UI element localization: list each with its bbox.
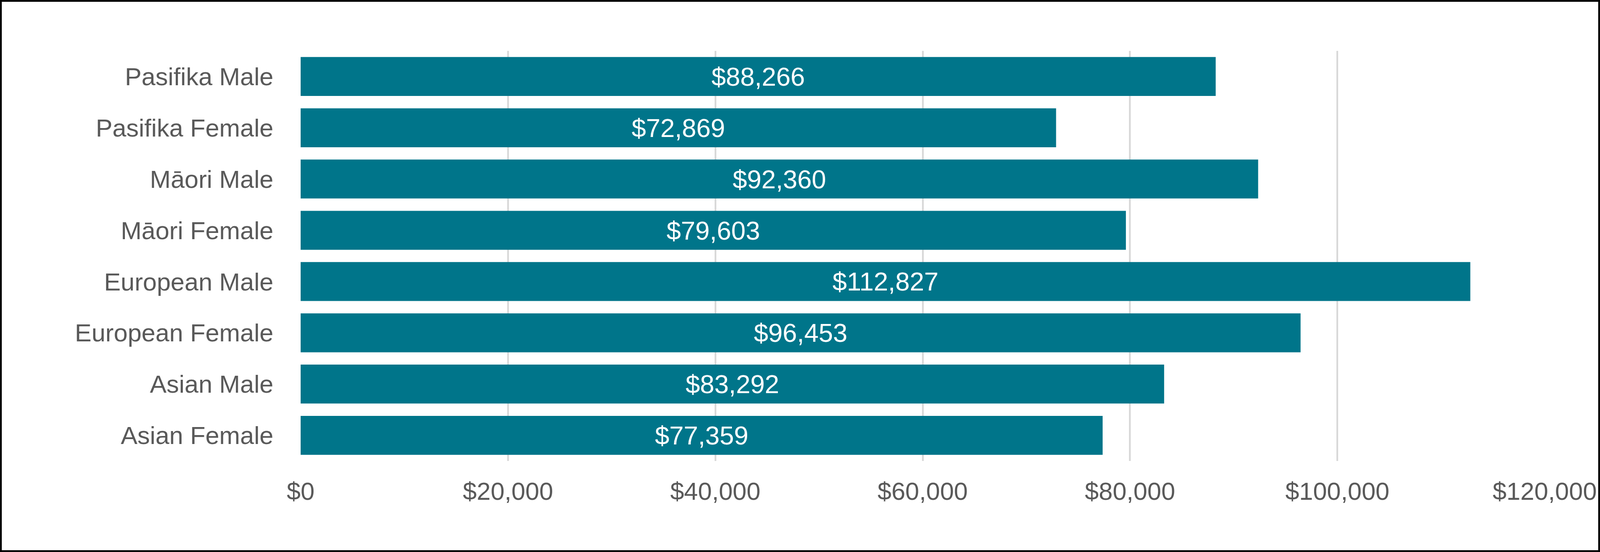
svg-text:Asian Male: Asian Male bbox=[149, 369, 274, 398]
svg-text:$0: $0 bbox=[286, 476, 315, 505]
svg-text:$60,000: $60,000 bbox=[877, 476, 968, 505]
svg-text:$77,359: $77,359 bbox=[654, 420, 749, 450]
svg-text:$120,000: $120,000 bbox=[1492, 476, 1597, 505]
svg-text:Asian Female: Asian Female bbox=[120, 421, 274, 450]
svg-text:European Female: European Female bbox=[74, 318, 274, 347]
svg-text:$112,827: $112,827 bbox=[832, 266, 939, 296]
svg-text:$83,292: $83,292 bbox=[685, 369, 780, 399]
svg-text:Pasifika Female: Pasifika Female bbox=[95, 113, 274, 142]
svg-text:$80,000: $80,000 bbox=[1084, 476, 1175, 505]
svg-text:$96,453: $96,453 bbox=[753, 318, 848, 348]
svg-text:$20,000: $20,000 bbox=[463, 476, 554, 505]
svg-text:Māori Female: Māori Female bbox=[120, 216, 274, 245]
svg-text:$72,869: $72,869 bbox=[631, 113, 726, 143]
svg-text:$40,000: $40,000 bbox=[669, 476, 761, 505]
svg-text:$92,360: $92,360 bbox=[732, 164, 827, 194]
svg-text:$100,000: $100,000 bbox=[1285, 476, 1390, 505]
svg-text:$88,266: $88,266 bbox=[711, 62, 806, 91]
svg-text:Pasifika Male: Pasifika Male bbox=[124, 62, 274, 91]
svg-text:$79,603: $79,603 bbox=[666, 215, 761, 245]
svg-text:Māori Male: Māori Male bbox=[149, 165, 274, 194]
svg-text:European Male: European Male bbox=[103, 267, 274, 296]
